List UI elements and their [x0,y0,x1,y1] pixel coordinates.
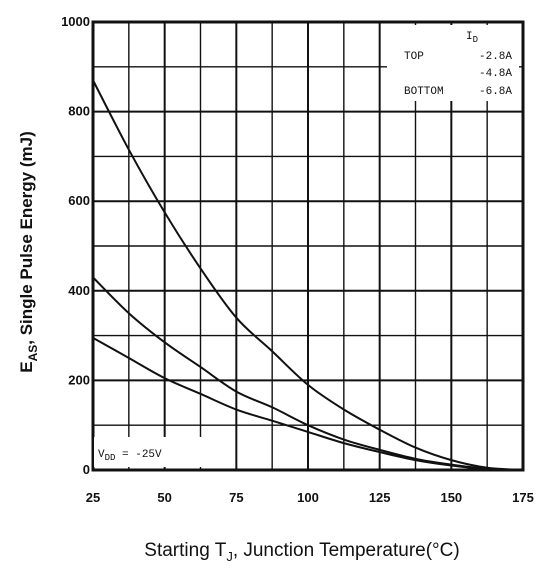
legend-row-top-value: -2.8A [479,51,512,63]
x-axis-title: Starting TJ, Junction Temperature(°C) [144,540,459,564]
vdd-annotation: VDD = -25V [94,437,206,467]
y-tick-label: 600 [68,193,90,208]
series-layer [92,79,524,471]
y-tick-label: 1000 [61,14,90,29]
y-tick-label: 800 [68,104,90,119]
x-tick-label: 125 [369,490,391,505]
y-axis-title: EAS, Single Pulse Energy (mJ) [17,131,40,373]
vdd-annotation-box [94,437,206,467]
x-tick-label: 25 [86,490,100,505]
x-tick-label: 150 [440,490,462,505]
legend-box [387,25,519,101]
x-tick-label: 175 [512,490,534,505]
legend: ID TOP -2.8A -4.8A BOTTOM -6.8A [387,25,519,101]
legend-row-top-tag: TOP [404,51,424,63]
plot-frame [91,20,525,472]
x-tick-label: 75 [229,490,243,505]
series-line-1 [92,79,524,471]
x-tick-label: 100 [297,490,319,505]
legend-row-bottom-tag: BOTTOM [404,86,444,98]
y-tick-label: 400 [68,283,90,298]
legend-row-mid-value: -4.8A [479,68,512,80]
legend-row-bottom-value: -6.8A [479,86,512,98]
vdd-annotation-text: VDD = -25V [98,449,162,463]
legend-header: ID [466,31,478,45]
tick-label-layer: 25 50 75 100 125 150 175 0 200 400 600 800 1000 [61,14,534,505]
series-line-3 [92,336,524,471]
x-tick-label: 50 [157,490,171,505]
y-tick-label: 0 [83,462,90,477]
y-tick-label: 200 [68,372,90,387]
